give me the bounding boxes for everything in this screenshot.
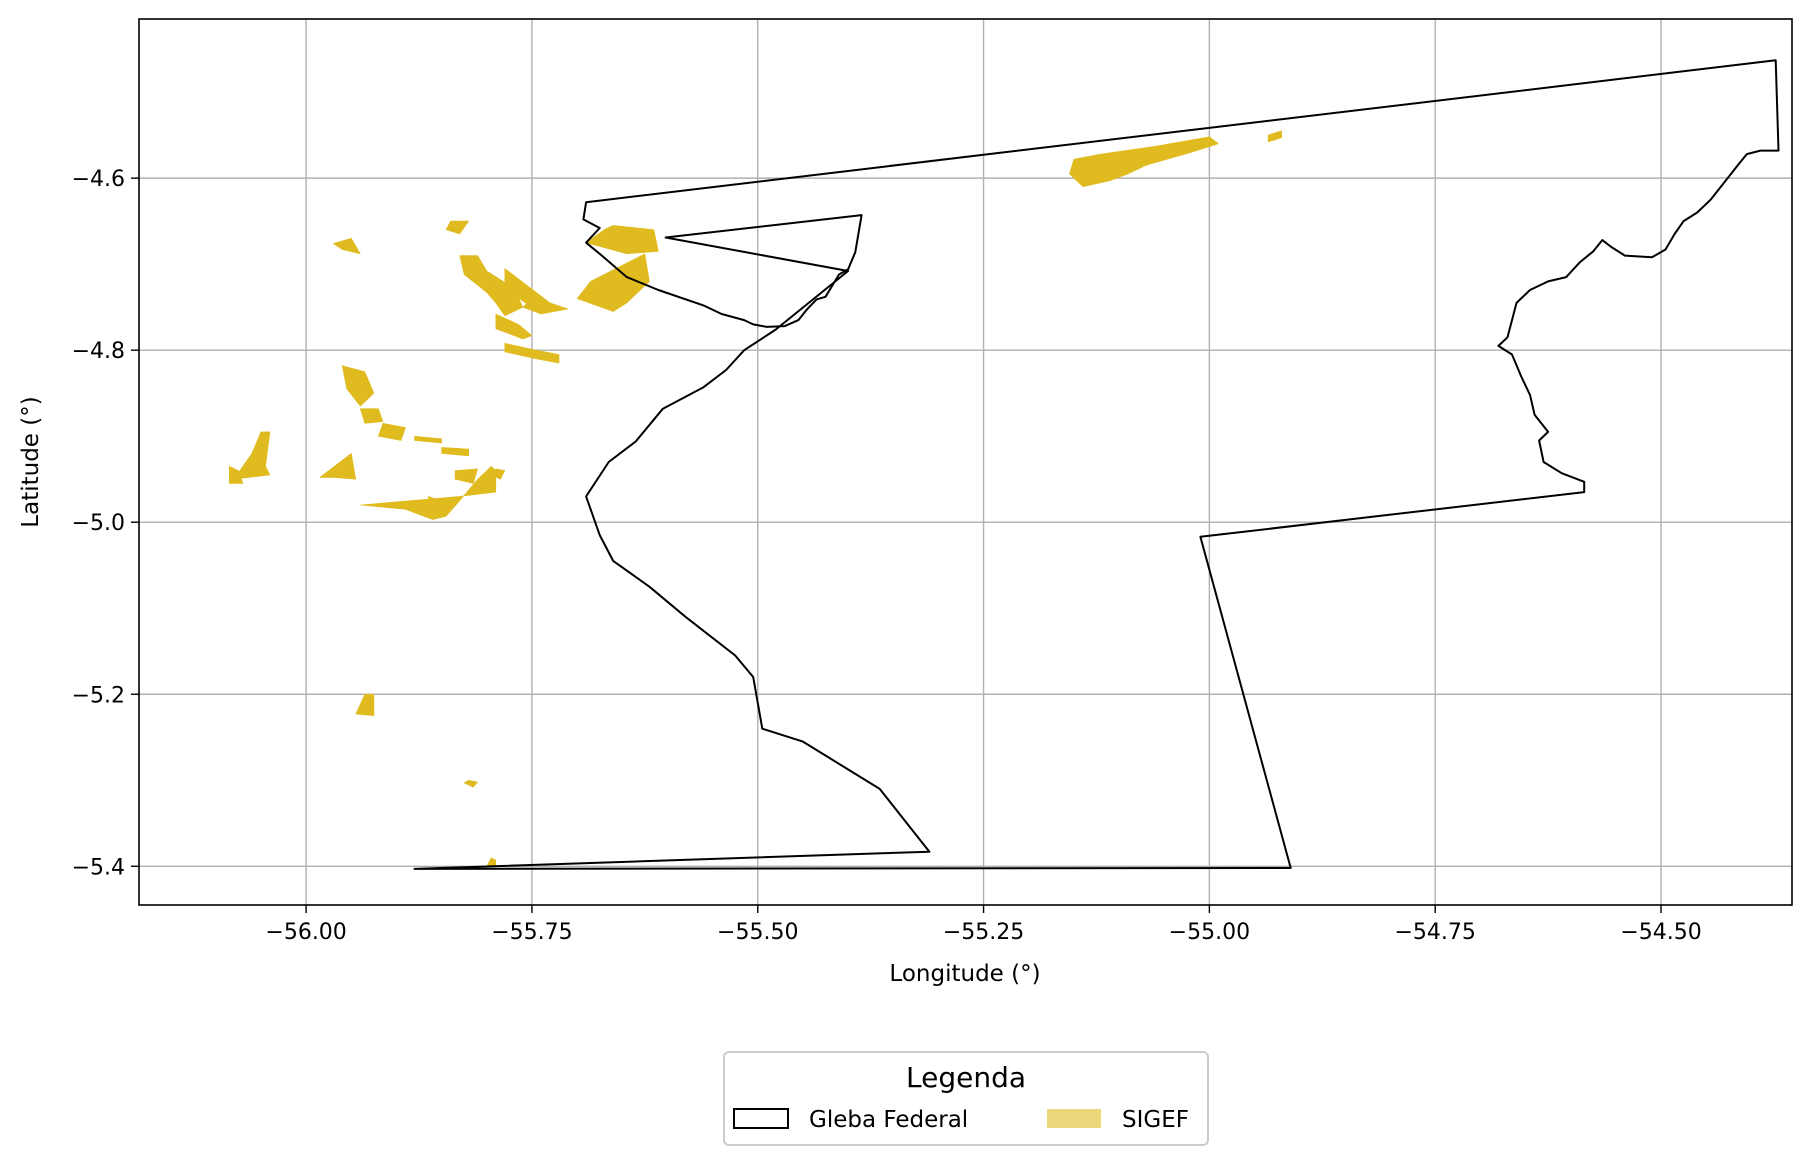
sigef-parcel — [1069, 136, 1219, 187]
y-tick-label: −4.6 — [72, 167, 125, 192]
sigef-parcel — [332, 238, 361, 255]
legend: Legenda Gleba Federal SIGEF — [723, 1051, 1209, 1146]
sigef-parcel — [441, 447, 470, 457]
x-tick-label: −54.50 — [1620, 920, 1701, 945]
sigef-parcel — [504, 342, 560, 364]
map-features — [229, 59, 1780, 870]
sigef-parcel — [359, 465, 497, 520]
gridlines — [139, 19, 1792, 905]
sigef-parcel — [427, 496, 451, 512]
y-tick-label: −5.0 — [72, 511, 125, 536]
x-tick-label: −55.00 — [1169, 920, 1250, 945]
sigef-parcel — [445, 220, 470, 235]
x-tick-label: −56.00 — [265, 920, 346, 945]
sigef-parcel — [233, 431, 271, 480]
y-tick-label: −4.8 — [72, 339, 125, 364]
plot-frame — [138, 18, 1793, 906]
sigef-parcel — [576, 253, 650, 312]
sigef-parcel — [522, 298, 560, 315]
legend-title: Legenda — [906, 1061, 1026, 1094]
legend-swatch-gleba-federal — [733, 1108, 789, 1129]
x-tick-label: −54.75 — [1394, 920, 1475, 945]
sigef-parcel — [229, 465, 244, 484]
sigef-parcel — [341, 365, 375, 407]
sigef-parcel — [378, 422, 406, 441]
sigef-parcel — [1267, 130, 1282, 143]
sigef-parcel — [319, 453, 357, 480]
y-tick-label: −5.2 — [72, 683, 125, 708]
legend-swatch-sigef — [1047, 1109, 1101, 1128]
y-axis-label: Latitude (°) — [18, 396, 44, 527]
sigef-parcel — [495, 313, 533, 340]
sigef-parcel — [490, 468, 506, 480]
legend-label-gleba-federal: Gleba Federal — [809, 1107, 968, 1133]
axis-ticks: −56.00 −55.75 −55.50 −55.25 −55.00 −54.75 −54.… — [72, 167, 1702, 945]
sigef-parcel — [459, 255, 524, 317]
sigef-parcel — [585, 225, 659, 255]
x-axis-label: Longitude (°) — [889, 961, 1040, 987]
sigef-parcel — [454, 468, 479, 484]
gleba-federal-boundary — [413, 59, 1780, 870]
x-tick-label: −55.75 — [491, 920, 572, 945]
x-tick-label: −55.25 — [943, 920, 1024, 945]
x-tick-label: −55.50 — [717, 920, 798, 945]
sigef-parcel — [414, 435, 442, 444]
sigef-parcel — [355, 693, 375, 717]
sigef-parcel — [359, 408, 384, 424]
legend-label-sigef: SIGEF — [1122, 1107, 1189, 1133]
y-tick-label: −5.4 — [72, 855, 125, 880]
sigef-parcel — [463, 779, 479, 788]
